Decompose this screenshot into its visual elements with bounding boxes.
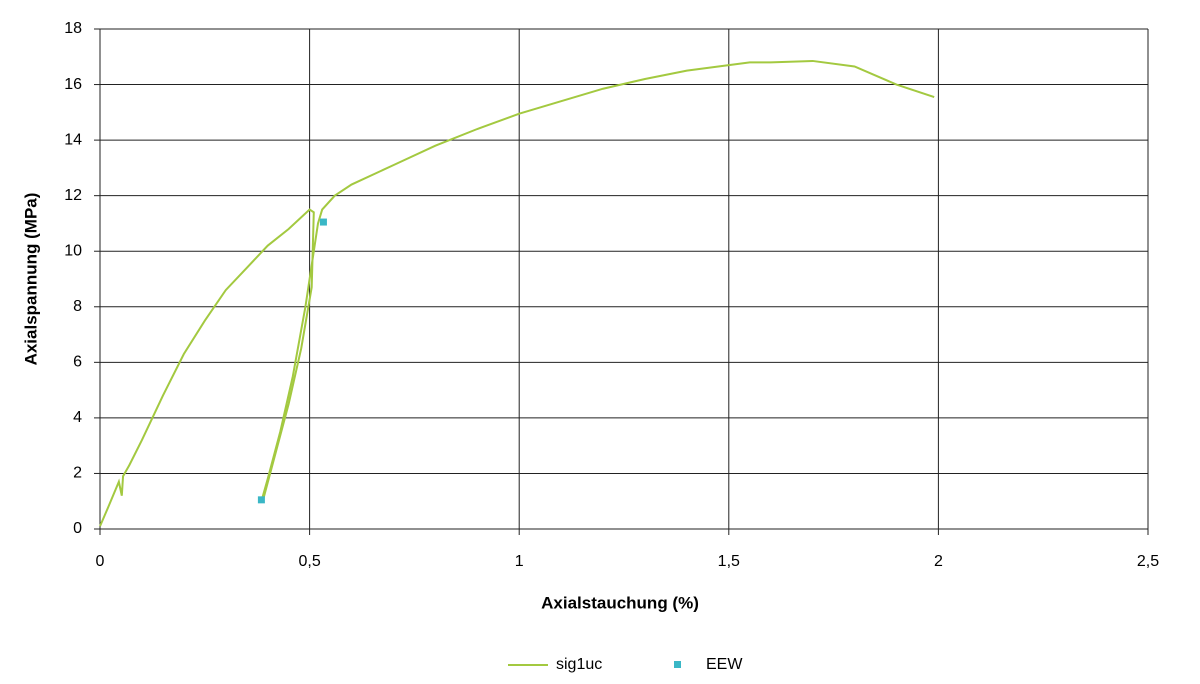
y-tick-label: 2 (73, 465, 82, 482)
y-tick-label: 10 (64, 242, 82, 259)
x-axis-label: Axialstauchung (%) (541, 593, 699, 612)
y-tick-label: 18 (64, 20, 82, 37)
data-point (319, 218, 327, 226)
y-tick-label: 16 (64, 76, 82, 93)
y-tick-label: 0 (73, 520, 82, 537)
y-tick-label: 4 (73, 409, 82, 426)
legend-marker (674, 661, 681, 668)
data-point (257, 496, 265, 504)
data-line (99, 59, 935, 527)
legend-label: sig1uc (556, 656, 602, 673)
y-tick-label: 12 (64, 187, 82, 204)
x-tick-label: 0 (96, 553, 105, 570)
legend-label: EEW (706, 656, 743, 673)
y-tick-label: 8 (73, 298, 82, 315)
x-tick-label: 2 (934, 553, 943, 570)
y-axis-label: Axialspannung (MPa) (21, 193, 40, 366)
x-tick-label: 0,5 (298, 553, 320, 570)
y-tick-label: 14 (64, 131, 82, 148)
x-tick-label: 2,5 (1137, 553, 1159, 570)
x-tick-label: 1 (515, 553, 524, 570)
y-tick-label: 6 (73, 354, 82, 371)
x-tick-label: 1,5 (718, 553, 740, 570)
